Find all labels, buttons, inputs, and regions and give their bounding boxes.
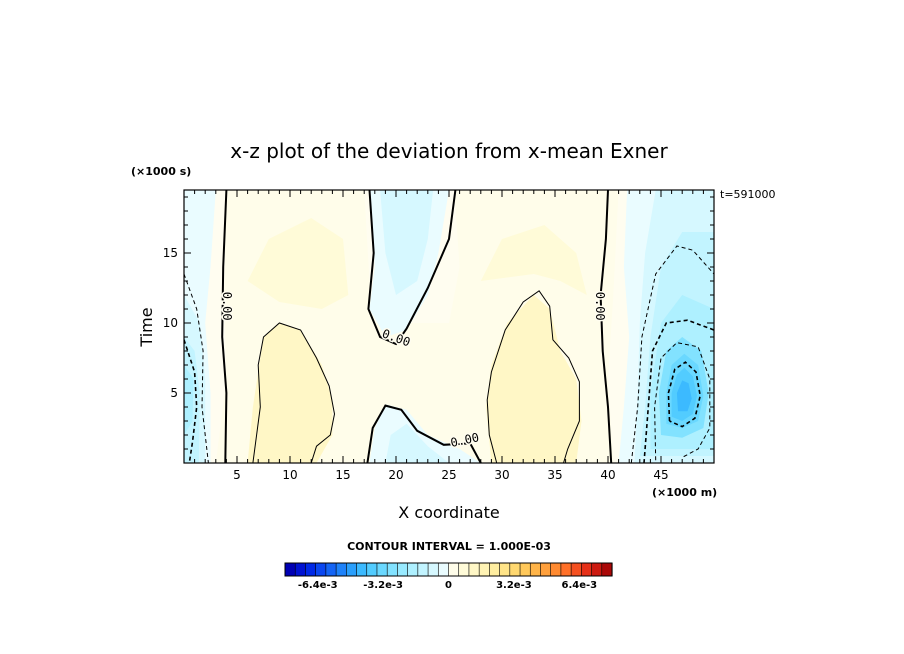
colorbar-cell xyxy=(591,562,603,577)
colorbar-cell xyxy=(427,562,439,577)
colorbar-cell xyxy=(468,562,480,577)
colorbar-cell xyxy=(417,562,429,577)
x-tick-label: 30 xyxy=(494,468,509,482)
plot-area xyxy=(184,190,714,463)
chart-title: x-z plot of the deviation from x-mean Ex… xyxy=(230,139,668,163)
time-label: t=591000 xyxy=(720,188,776,201)
colorbar-cell xyxy=(550,562,562,577)
x-tick-label: 15 xyxy=(335,468,350,482)
colorbar-cell xyxy=(570,562,582,577)
contour-lines xyxy=(184,190,714,463)
contour-line-3 xyxy=(599,190,613,463)
contour-interval-text: CONTOUR INTERVAL = 1.000E-03 xyxy=(347,540,551,553)
colorbar-cell xyxy=(294,562,307,577)
x-axis: 5 10 15 20 25 30 35 40 45 xyxy=(194,190,704,482)
field-region-2 xyxy=(263,365,317,463)
colorbar-cell xyxy=(601,562,613,577)
contour-line-8 xyxy=(630,245,714,463)
colorbar-tick-label: 6.4e-3 xyxy=(561,580,597,591)
colorbar-cell xyxy=(509,562,521,577)
x-tick-label: 25 xyxy=(441,468,456,482)
colorbar-cell xyxy=(499,562,511,577)
colorbar-tick-label: 0 xyxy=(445,580,452,591)
x-tick-label: 40 xyxy=(600,468,615,482)
colorbar-cell xyxy=(489,562,501,577)
colorbar-cell xyxy=(478,562,490,577)
contour-line-6 xyxy=(184,273,209,463)
contour-line-4 xyxy=(252,322,336,463)
contour-line-10 xyxy=(654,342,711,461)
colorbar-cell xyxy=(366,562,378,577)
y-axis: 5 10 15 xyxy=(163,196,714,450)
colorbar-cell xyxy=(540,562,552,577)
y-tick-label: 10 xyxy=(163,316,178,330)
x-tick-label: 45 xyxy=(653,468,668,482)
colorbar-tick-label: -3.2e-3 xyxy=(363,580,403,591)
x-unit-label: (×1000 m) xyxy=(652,486,717,499)
colorbar-cell xyxy=(284,562,296,577)
colorbar-cell xyxy=(376,562,388,577)
contour-line-0 xyxy=(221,190,228,463)
y-axis-title: Time xyxy=(137,307,156,347)
x-axis-title: X coordinate xyxy=(398,503,499,522)
x-tick-label: 5 xyxy=(233,468,241,482)
colorbar-cell xyxy=(335,562,347,577)
x-tick-label: 35 xyxy=(547,468,562,482)
y-unit-label: (×1000 s) xyxy=(131,165,191,178)
contour-line-11 xyxy=(667,361,702,428)
colorbar-cell xyxy=(305,562,317,577)
x-tick-label: 10 xyxy=(282,468,297,482)
y-tick-label: 5 xyxy=(170,386,178,400)
contour-line-7 xyxy=(184,339,198,463)
colorbar-cell xyxy=(386,562,399,577)
colorbar-frame xyxy=(284,562,613,577)
colorbar-cell xyxy=(581,562,593,577)
colorbar-cell xyxy=(356,562,368,577)
field-region-22 xyxy=(676,380,692,412)
colorbar-cell xyxy=(448,562,460,577)
field-region-10 xyxy=(385,423,449,463)
colorbar-cell xyxy=(407,562,419,577)
field-region-5 xyxy=(247,218,349,309)
contour-line-5 xyxy=(486,290,580,463)
colorbar-cell xyxy=(519,562,531,577)
field-region-4 xyxy=(512,351,566,463)
colorbar-cell xyxy=(437,562,450,577)
colorbar-cell xyxy=(560,562,572,577)
contour-line-1 xyxy=(367,190,457,346)
y-tick-label: 15 xyxy=(163,246,178,260)
colorbar-cell xyxy=(325,562,337,577)
colorbar-cell xyxy=(346,562,358,577)
colorbar: -6.4e-3 -3.2e-3 0 3.2e-3 6.4e-3 xyxy=(284,562,613,591)
field-region-14 xyxy=(184,365,194,435)
contour-line-9 xyxy=(643,319,714,463)
contour-label-3: 0.00 xyxy=(593,292,607,321)
colorbar-cell xyxy=(458,562,470,577)
field-region-8 xyxy=(380,190,434,295)
field-shading xyxy=(184,190,714,463)
x-tick-label: 20 xyxy=(388,468,403,482)
field-region-6 xyxy=(480,225,587,295)
colorbar-cell xyxy=(397,562,409,577)
contour-label-0: 0.00 xyxy=(220,292,234,321)
contour-line-2 xyxy=(366,404,482,463)
colorbar-tick-label: -6.4e-3 xyxy=(298,580,338,591)
colorbar-cell xyxy=(529,562,542,577)
colorbar-tick-label: 3.2e-3 xyxy=(496,580,532,591)
colorbar-cell xyxy=(315,562,327,577)
